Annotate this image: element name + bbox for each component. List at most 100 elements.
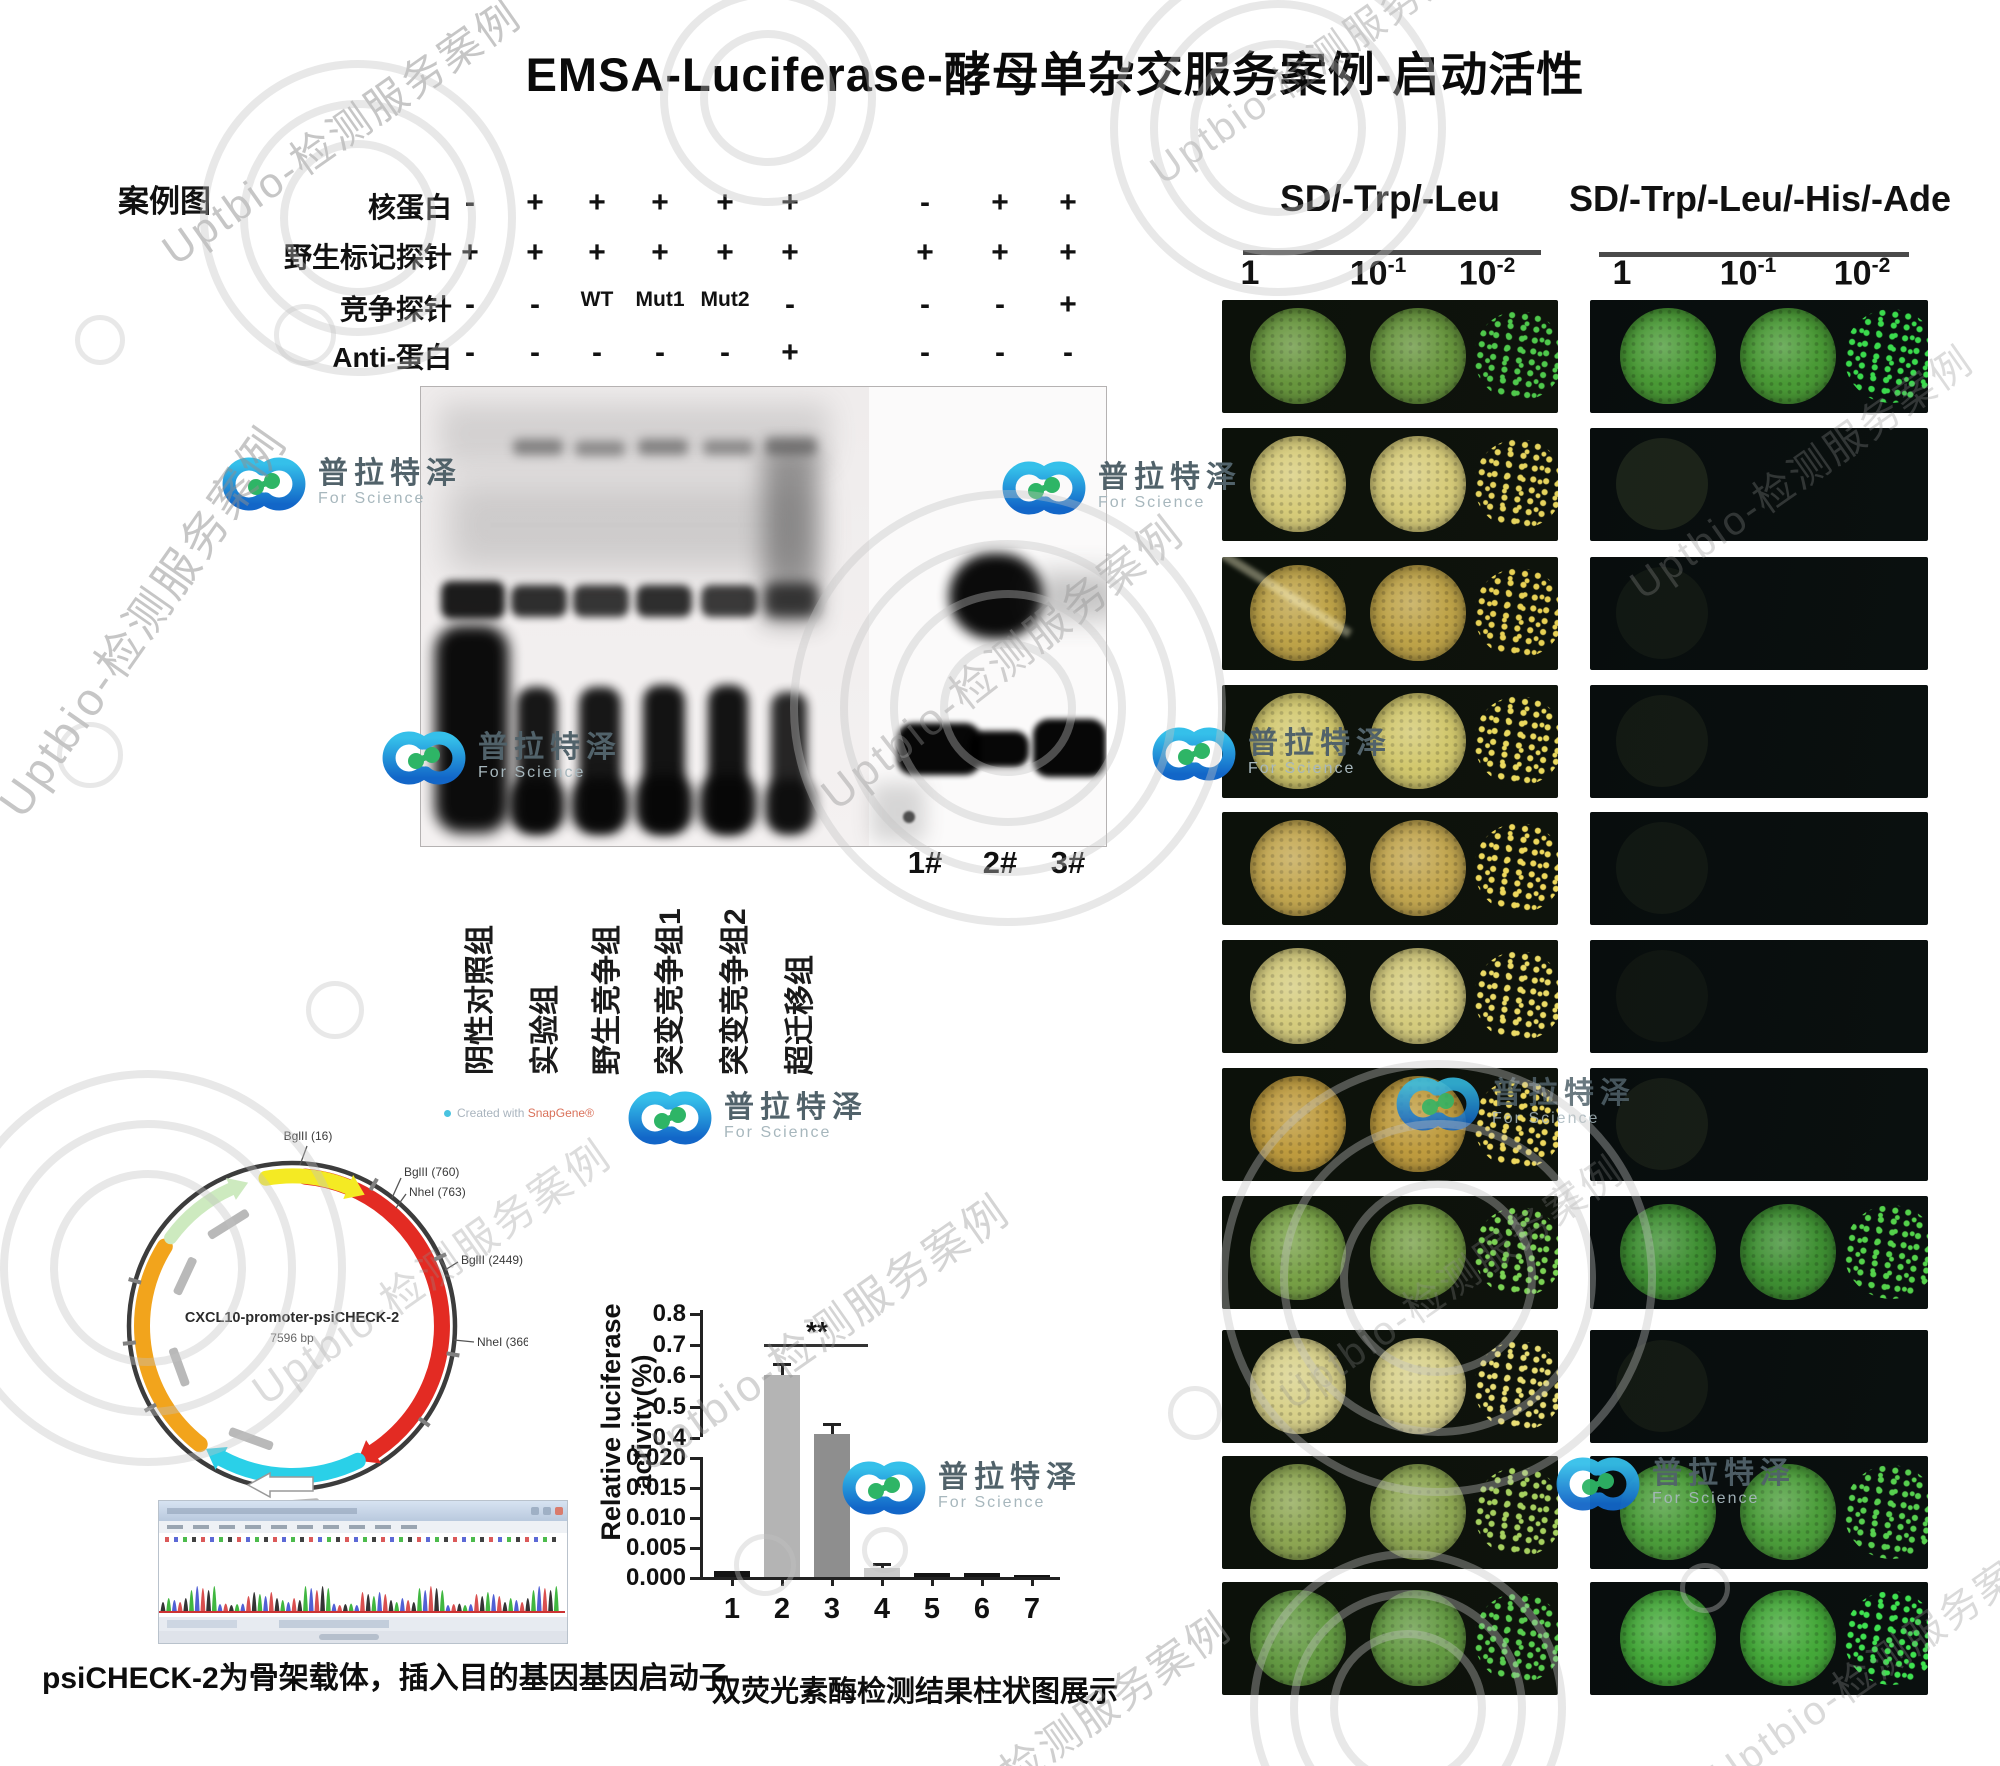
y-tick-label: 0.015 [625,1474,686,1501]
yeast-spot [1250,693,1346,789]
menu-item-dash [167,1525,183,1529]
condition-row-label: 野生标记探针 [283,242,452,273]
window-title-text [167,1508,357,1514]
luciferase-bar-chart: 0.8 0.7 0.6 0.5 0.4 0.020 0.015 0.010 0.005 0.000… [600,1280,1120,1680]
x-tick [781,1577,784,1586]
error-bar-cap [773,1362,791,1366]
yeast-spot [1370,948,1466,1044]
base-call-tick [399,1537,403,1542]
watermark-small-circle [306,981,364,1039]
condition-value: + [588,186,606,219]
svg-text:7596 bp: 7596 bp [270,1331,314,1345]
logo-icon [1396,1077,1480,1131]
gel-band [447,479,815,571]
gel-band [897,723,981,775]
condition-value: - [592,336,602,369]
emsa-gel-image [420,386,1107,847]
pulatize-logo: 普拉特泽 For Science [842,1452,1082,1522]
pulatize-logo: 普拉特泽 For Science [1152,718,1392,788]
logo-icon [1152,727,1236,781]
y-tick-label: 0.020 [625,1444,686,1471]
condition-value: + [716,236,734,269]
condition-value: - [465,336,475,369]
logo-text-cn: 普拉特泽 [724,1090,868,1124]
gel-band [509,777,565,833]
yeast-colony-patch [1468,562,1558,664]
y-tick-label: 0.010 [625,1504,686,1531]
gel-band [871,783,925,841]
base-call-tick [336,1537,340,1542]
menu-item-dash [401,1525,417,1529]
pulatize-logo: 普拉特泽 For Science [1002,452,1242,522]
dilution-label: 10-1 [1349,254,1407,293]
gel-band [441,581,505,619]
yeast-spot [1250,820,1346,916]
yeast-faint-spot [1616,822,1708,914]
base-call-tick [318,1537,322,1542]
gel-band [573,585,629,617]
y-tick-label: 0.000 [625,1564,686,1591]
yeast-spot [1250,436,1346,532]
base-call-tick [210,1537,214,1542]
yeast-strip-right [1590,300,1928,413]
gel-lane-label: 实验组 [529,985,562,1075]
bar [864,1568,900,1577]
yeast-spot [1370,1204,1466,1300]
pulatize-logo: 普拉特泽 For Science [1556,1448,1796,1518]
y-axis-label-line1: Relative luciferase [596,1303,626,1541]
base-call-tick [462,1537,466,1542]
gel-band [699,775,757,833]
pulatize-logo: 普拉特泽 For Science [628,1082,868,1152]
logo-icon [842,1461,926,1515]
logo-icon [222,457,306,511]
svg-text:CXCL10-promoter-psiCHECK-2: CXCL10-promoter-psiCHECK-2 [185,1310,399,1326]
base-call-tick [228,1537,232,1542]
gel-band [765,779,815,833]
yeast-faint-spot [1616,567,1708,659]
yeast-colony-patch [1837,1584,1928,1692]
condition-value: + [461,236,479,269]
base-call-tick [255,1537,259,1542]
window-button [555,1507,563,1515]
gel-band [703,440,753,455]
yeast-panel1-title: SD/-Trp/-Leu [1280,178,1500,219]
x-tick [831,1577,834,1586]
condition-value: WT [580,288,614,311]
yeast-strip-right [1590,1068,1928,1181]
yeast-spot [1250,1464,1346,1560]
y-tick-label: 0.5 [652,1393,686,1420]
condition-value: - [920,186,930,219]
yeast-spot [1250,1338,1346,1434]
yeast-spot [1370,693,1466,789]
x-tick-label: 4 [873,1593,891,1625]
logo-text-cn: 普拉特泽 [1098,460,1242,494]
yeast-spot [1250,1204,1346,1300]
bottom-button [167,1620,237,1628]
yeast-faint-spot [1616,1340,1708,1432]
svg-text:BglII (2449): BglII (2449) [461,1253,523,1267]
menu-item-dash [349,1525,365,1529]
gel-band [511,585,567,617]
base-call-tick [291,1537,295,1542]
x-tick-label: 2 [773,1593,791,1625]
gel-lane-label: 突变竞争组2 [719,908,752,1075]
bar [764,1375,800,1577]
yeast-colony-patch [1468,1201,1558,1303]
x-tick [1031,1577,1034,1586]
menu-item-dash [375,1525,391,1529]
base-call-tick [489,1537,493,1542]
yeast-spot [1740,308,1836,404]
bar [914,1572,950,1577]
x-tick [981,1577,984,1586]
condition-value: - [530,336,540,369]
logo-text-en: For Science [724,1124,832,1142]
yeast-spot [1620,308,1716,404]
x-tick-label: 7 [1023,1593,1041,1625]
base-call-tick [309,1537,313,1542]
yeast-spot [1620,1204,1716,1300]
condition-value: + [991,236,1009,269]
condition-value: + [651,186,669,219]
base-call-tick [300,1537,304,1542]
condition-value: Mut2 [700,288,750,311]
yeast-strip-left [1222,428,1558,541]
